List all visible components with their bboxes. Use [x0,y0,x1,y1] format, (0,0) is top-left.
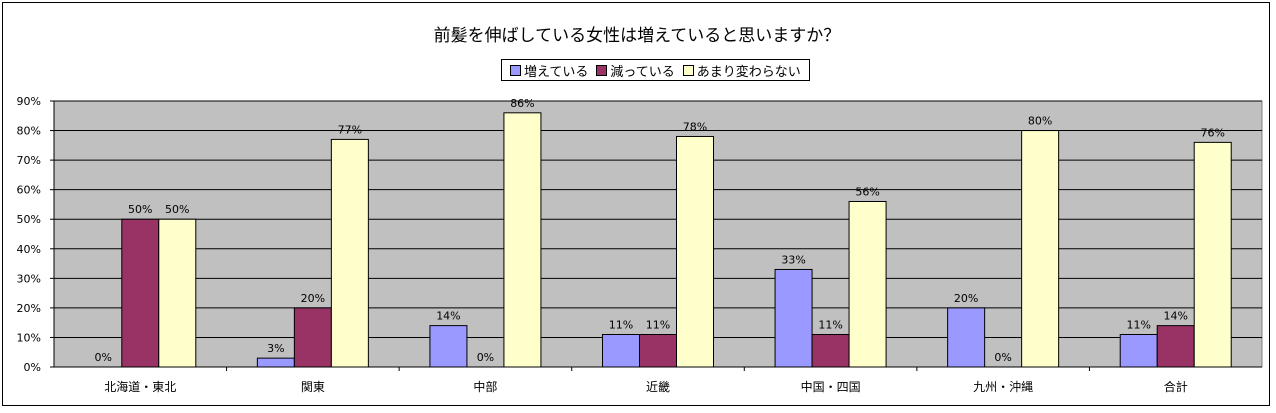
x-category-label: 北海道・東北 [104,379,176,394]
legend-label-increasing: 増えている [524,64,589,80]
y-tick-label: 60% [17,184,41,197]
x-category-label: 近畿 [646,380,670,394]
bar [1156,325,1195,368]
y-tick-label: 70% [17,154,41,167]
data-label: 0% [477,351,494,364]
legend-label-unchanged: あまり変わらない [696,64,801,80]
data-label: 11% [818,318,842,331]
bar [602,333,640,368]
bar [947,307,986,368]
legend-item-decreasing: 減っている [596,61,675,80]
data-label: 50% [128,203,152,216]
bar [121,218,160,368]
legend-label-decreasing: 減っている [610,64,675,80]
y-tick-label: 0% [24,361,41,374]
data-label: 11% [646,318,670,331]
data-label: 20% [954,292,978,305]
bar [774,268,813,368]
chart-title: 前髪を伸ばしている女性は増えていると思いますか？ [433,26,841,46]
bar [503,112,542,368]
bar [848,200,887,368]
data-label: 86% [510,97,534,110]
data-label: 76% [1200,126,1224,139]
legend: 増えている 減っている あまり変わらない [501,59,810,81]
data-label: 11% [609,318,633,331]
data-label: 50% [165,203,189,216]
legend-item-unchanged: あまり変わらない [682,61,801,80]
x-category-label: 中部 [473,379,497,394]
legend-item-increasing: 増えている [510,61,588,80]
data-label: 11% [1126,318,1150,331]
y-tick-label: 80% [17,125,41,138]
bar [1021,130,1060,368]
data-label: 14% [436,310,460,323]
legend-swatch-decreasing [596,64,608,76]
data-label: 78% [683,120,707,133]
bar [429,325,468,368]
data-label: 14% [1163,310,1187,323]
x-category-label: 九州・沖縄 [973,379,1033,394]
legend-swatch-unchanged [682,64,694,76]
x-category-label: 中国・四国 [801,379,861,394]
data-label: 3% [267,342,284,355]
data-label: 56% [855,185,879,198]
bar [330,138,369,368]
y-tick-label: 20% [17,302,41,315]
bar [676,135,714,368]
data-label: 0% [95,351,112,364]
bar [639,333,677,368]
legend-swatch-increasing [510,64,521,76]
y-tick-label: 50% [17,213,41,226]
data-label: 33% [781,253,805,266]
data-label: 0% [994,351,1011,364]
y-tick-label: 30% [17,272,41,285]
bar [1119,333,1158,368]
y-tick-label: 90% [17,95,41,108]
bar [293,307,332,368]
bar [1193,141,1232,368]
bar [256,357,295,368]
bar [158,218,197,368]
y-tick-label: 10% [17,331,41,344]
x-category-label: 合計 [1164,379,1188,394]
y-tick-label: 40% [17,243,41,256]
data-label: 77% [338,123,362,136]
data-label: 20% [301,292,325,305]
x-category-label: 関東 [301,380,325,394]
data-label: 80% [1028,115,1052,128]
bar [811,333,850,368]
